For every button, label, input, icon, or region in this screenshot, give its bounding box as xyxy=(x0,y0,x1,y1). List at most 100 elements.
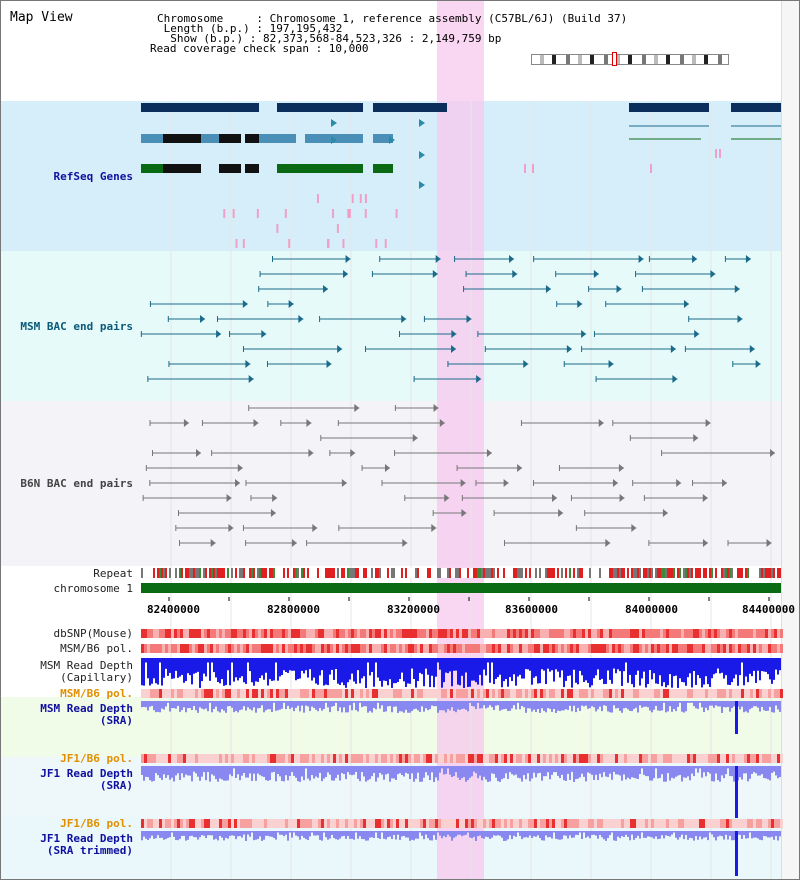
ideogram-position-marker[interactable] xyxy=(612,52,617,66)
polymorphism-mark xyxy=(195,754,198,763)
read-depth-bar xyxy=(273,658,275,681)
polymorphism-mark xyxy=(495,754,498,763)
read-depth-bar xyxy=(167,701,169,703)
read-depth-bar xyxy=(475,766,477,774)
repeat-mark xyxy=(563,568,565,578)
gene-model xyxy=(141,134,163,143)
polymorphism-mark xyxy=(531,689,534,698)
read-depth-bar xyxy=(213,766,215,776)
polymorphism-mark xyxy=(705,629,708,638)
read-depth-bar xyxy=(203,766,205,773)
read-depth-bar xyxy=(691,831,693,839)
b6n-bac-pair-end xyxy=(439,419,445,427)
read-depth-bar xyxy=(143,766,145,781)
polymorphism-mark xyxy=(393,644,396,653)
read-depth-bar xyxy=(625,701,627,708)
polymorphism-mark xyxy=(696,819,699,828)
read-depth-bar xyxy=(297,831,299,837)
read-depth-bar xyxy=(599,701,601,707)
polymorphism-mark xyxy=(504,644,507,653)
read-depth-bar xyxy=(175,658,177,671)
repeat-mark xyxy=(239,568,241,578)
repeat-mark xyxy=(757,568,759,578)
selection-highlight[interactable] xyxy=(437,1,484,879)
polymorphism-mark xyxy=(780,819,783,828)
read-depth-bar xyxy=(693,766,695,777)
read-depth-bar xyxy=(209,658,211,681)
read-depth-bar xyxy=(243,658,245,683)
read-depth-bar xyxy=(429,831,431,841)
repeat-mark xyxy=(335,568,337,578)
polymorphism-mark xyxy=(444,819,447,828)
repeat-mark xyxy=(381,568,383,578)
track-label-refseq[interactable]: RefSeq Genes xyxy=(53,170,133,183)
read-depth-bar xyxy=(467,701,469,712)
read-depth-bar xyxy=(377,658,379,678)
read-depth-bar xyxy=(547,831,549,838)
read-depth-bar xyxy=(779,701,781,712)
read-depth-bar xyxy=(463,766,465,778)
read-depth-bar xyxy=(365,701,367,707)
read-depth-bar xyxy=(159,658,161,663)
read-depth-bar xyxy=(677,701,679,707)
read-depth-bar xyxy=(425,766,427,773)
read-depth-bar xyxy=(309,658,311,670)
polymorphism-mark xyxy=(213,644,216,653)
polymorphism-mark xyxy=(402,629,405,638)
repeat-mark xyxy=(695,568,697,578)
polymorphism-mark xyxy=(321,754,324,763)
polymorphism-mark xyxy=(747,689,750,698)
polymorphism-mark xyxy=(771,754,774,763)
polymorphism-mark xyxy=(639,629,642,638)
track-label-b6n-bac[interactable]: B6N BAC end pairs xyxy=(20,477,133,490)
chromosome-ideogram[interactable] xyxy=(531,54,729,65)
polymorphism-mark xyxy=(489,629,492,638)
read-depth-bar xyxy=(249,701,251,710)
read-depth-bar xyxy=(301,701,303,706)
read-depth-bar xyxy=(257,701,259,709)
read-depth-bar xyxy=(323,658,325,686)
polymorphism-mark xyxy=(603,819,606,828)
track-label-msm-bac[interactable]: MSM BAC end pairs xyxy=(20,320,133,333)
polymorphism-mark xyxy=(654,644,657,653)
read-depth-bar xyxy=(491,658,493,663)
read-depth-bar xyxy=(617,658,619,670)
read-depth-bar xyxy=(173,658,175,679)
read-depth-bar xyxy=(159,701,161,713)
read-depth-bar xyxy=(217,766,219,782)
polymorphism-mark xyxy=(390,629,393,638)
polymorphism-mark xyxy=(360,819,363,828)
repeat-mark xyxy=(289,568,291,578)
read-depth-bar xyxy=(321,766,323,782)
polymorphism-mark xyxy=(702,644,705,653)
polymorphism-mark xyxy=(705,689,708,698)
variant-mark xyxy=(650,164,652,173)
polymorphism-mark xyxy=(459,644,462,653)
polymorphism-mark xyxy=(513,754,516,763)
polymorphism-mark xyxy=(630,689,633,698)
polymorphism-mark xyxy=(699,629,702,638)
variant-mark xyxy=(235,239,238,248)
polymorphism-mark xyxy=(477,689,480,698)
read-depth-bar xyxy=(649,658,651,671)
polymorphism-mark xyxy=(228,819,231,828)
read-depth-bar xyxy=(583,658,585,683)
gene-model xyxy=(373,164,393,173)
polymorphism-mark xyxy=(312,644,315,653)
read-depth-bar xyxy=(617,831,619,837)
read-depth-bar xyxy=(243,766,245,773)
polymorphism-mark xyxy=(357,819,360,828)
read-depth-bar xyxy=(529,766,531,782)
polymorphism-mark xyxy=(228,644,231,653)
read-depth-bar xyxy=(367,831,369,841)
polymorphism-mark xyxy=(273,819,276,828)
read-depth-bar xyxy=(533,766,535,773)
polymorphism-mark xyxy=(360,644,363,653)
read-depth-bar xyxy=(351,766,353,776)
polymorphism-mark xyxy=(738,629,741,638)
read-depth-bar xyxy=(749,701,751,710)
read-depth-bar xyxy=(525,831,527,838)
read-depth-bar xyxy=(269,658,271,680)
polymorphism-mark xyxy=(594,629,597,638)
polymorphism-mark xyxy=(246,644,249,653)
